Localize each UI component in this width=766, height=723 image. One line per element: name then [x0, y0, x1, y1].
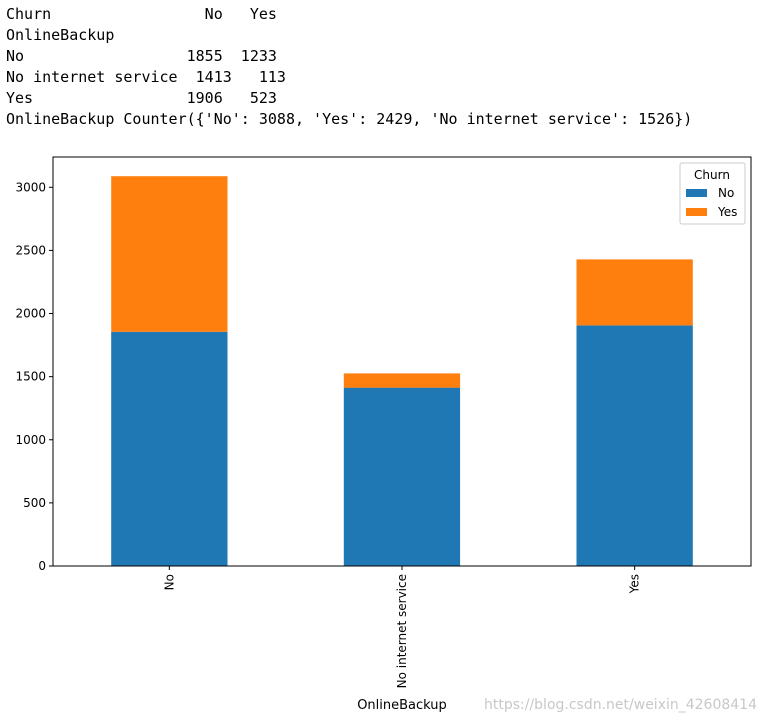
x-tick-label: No internet service	[395, 574, 409, 688]
y-tick-label: 1500	[15, 370, 46, 384]
y-tick-label: 1000	[15, 433, 46, 447]
y-tick-label: 2500	[15, 243, 46, 257]
y-tick-label: 2000	[15, 307, 46, 321]
x-tick-label: Yes	[628, 574, 642, 594]
bar-yes-yes	[576, 259, 693, 326]
legend-label-yes: Yes	[717, 205, 737, 219]
bar-no-internet-service-yes	[343, 373, 461, 388]
y-axis: 0 500 1000 1500 2000 2500 3000	[15, 180, 53, 573]
bars-layer	[111, 176, 693, 566]
x-tick-label: No	[162, 574, 176, 590]
console-line: OnlineBackup	[6, 26, 115, 44]
bar-no-internet-service-no	[343, 387, 461, 566]
x-axis: No No internet service Yes	[162, 566, 642, 688]
console-line: Churn No Yes	[6, 5, 277, 23]
legend-swatch-yes	[686, 208, 707, 216]
legend-swatch-no	[686, 189, 707, 197]
y-tick-label: 0	[38, 559, 46, 573]
bar-no-no	[111, 331, 228, 566]
console-line: OnlineBackup Counter({'No': 3088, 'Yes':…	[6, 110, 693, 128]
bar-no-yes	[111, 176, 228, 332]
y-tick-label: 3000	[15, 180, 46, 194]
console-line: No 1855 1233	[6, 47, 277, 65]
y-tick-label: 500	[23, 496, 46, 510]
legend: Churn No Yes	[679, 162, 746, 225]
console-line: Yes 1906 523	[6, 89, 277, 107]
legend-title: Churn	[694, 168, 730, 182]
console-output: Churn No Yes OnlineBackup No 1855 1233 No i…	[6, 4, 692, 130]
bar-yes-no	[576, 325, 693, 566]
legend-label-no: No	[718, 186, 734, 200]
watermark: https://blog.csdn.net/weixin_42608414	[484, 697, 757, 713]
console-line: No internet service 1413 113	[6, 68, 286, 86]
x-axis-label: OnlineBackup	[357, 698, 447, 713]
